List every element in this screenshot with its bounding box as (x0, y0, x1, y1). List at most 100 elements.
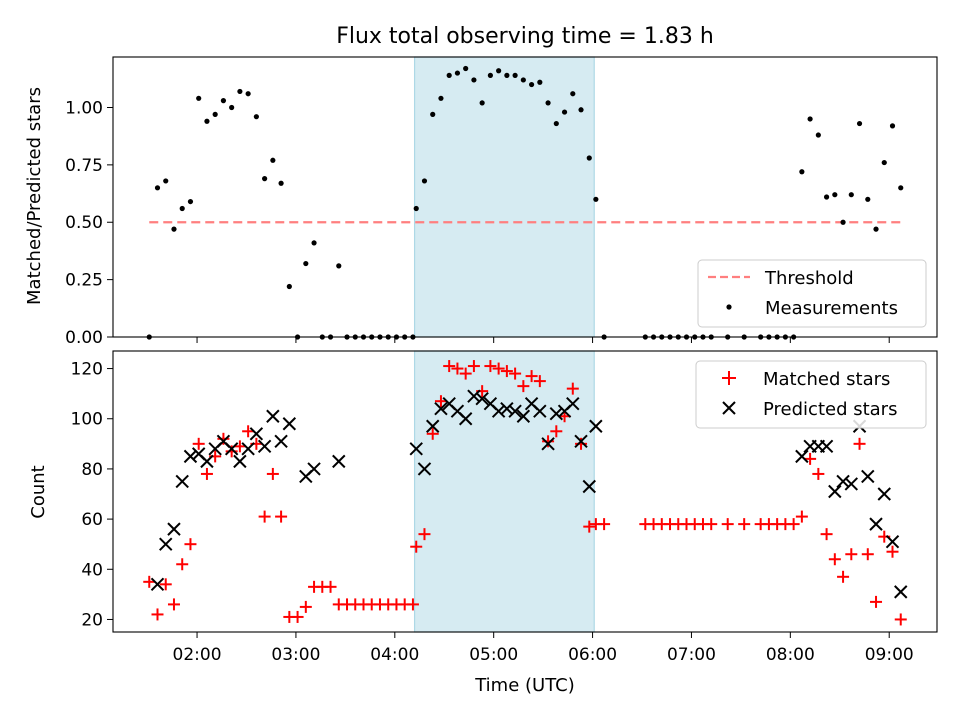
predicted-star-point (175, 474, 189, 489)
measurement-point (336, 263, 342, 269)
predicted-star-point (844, 477, 859, 491)
measurement-point (163, 178, 169, 184)
matched-star-point (406, 598, 419, 611)
top-y-axis-label: Matched/Predicted stars (24, 87, 45, 305)
measurement-point (545, 100, 551, 106)
predicted-star-point (877, 487, 891, 501)
predicted-star-point (475, 391, 489, 406)
matched-star-point (705, 518, 718, 531)
matched-star-point (837, 570, 850, 583)
measurement-point (278, 180, 284, 186)
matched-star-point (870, 595, 883, 608)
predicted-star-point (589, 419, 603, 433)
predicted-star-point (183, 449, 198, 464)
count-series (143, 360, 908, 626)
matched-star-point (192, 437, 205, 450)
measurement-point (454, 70, 461, 76)
predicted-star-point (533, 404, 547, 418)
matched-star-point (324, 580, 337, 593)
measurement-point (270, 157, 276, 163)
measurement-point (311, 240, 317, 246)
predicted-star-point (417, 462, 432, 476)
measurement-point (262, 176, 268, 182)
predicted-star-point (241, 442, 255, 456)
measurement-point (237, 88, 243, 95)
predicted-star-point (282, 417, 297, 431)
predicted-star-point (795, 449, 809, 464)
x-tick-label: 03:00 (271, 645, 320, 665)
measurement-point (856, 120, 863, 127)
y-tick-label: 120 (71, 360, 103, 380)
predicted-star-point (200, 454, 214, 469)
matched-star-point (886, 545, 899, 558)
measurement-point (889, 123, 896, 129)
matched-star-point (500, 365, 513, 378)
measurement-point (807, 116, 813, 122)
x-tick-label: 04:00 (370, 645, 419, 665)
matched-star-point (434, 395, 447, 408)
measurement-point (303, 260, 309, 267)
matched-star-point (845, 548, 858, 561)
measurement-point (512, 72, 518, 78)
x-axis-label: Time (UTC) (474, 675, 575, 696)
observing-window-top (413, 56, 595, 338)
y-tick-label: 60 (81, 510, 103, 530)
matched-star-point (258, 510, 271, 523)
predicted-star-point (491, 404, 506, 418)
measurement-point (212, 111, 218, 117)
predicted-star-point (861, 469, 875, 484)
x-tick-label: 06:00 (568, 645, 617, 665)
measurement-point (413, 205, 419, 212)
matched-star-point (167, 598, 180, 611)
measurement-point (840, 219, 846, 225)
measurement-point (229, 104, 235, 111)
matched-star-point (517, 380, 530, 393)
matched-star-point (484, 360, 497, 373)
matched-star-point (812, 467, 825, 480)
matched-star-point (459, 367, 472, 380)
matched-star-point (275, 510, 288, 523)
measurement-point (471, 77, 477, 83)
x-tick-label: 07:00 (667, 645, 716, 665)
matched-star-point (820, 528, 833, 541)
measurement-point (537, 79, 543, 85)
matched-star-point (861, 548, 874, 561)
measurement-point (520, 77, 526, 83)
predicted-star-point (549, 407, 564, 421)
y-tick-label: 0.75 (65, 156, 103, 176)
predicted-star-point (836, 474, 850, 489)
predicted-star-point (150, 577, 165, 592)
measurement-point (187, 198, 194, 205)
matched-star-point (291, 610, 304, 623)
measurement-point (815, 132, 821, 138)
matched-star-point (533, 375, 546, 388)
measurement-point (823, 194, 830, 200)
measurement-point (799, 169, 805, 175)
y-tick-label: 80 (81, 460, 103, 480)
predicted-star-point (434, 401, 448, 416)
matched-star-point (151, 608, 164, 621)
predicted-star-point (167, 522, 181, 536)
predicted-star-point (274, 434, 288, 449)
measurement-point (553, 120, 559, 127)
measurement-point (446, 72, 452, 78)
predicted-star-point (458, 412, 473, 426)
measurement-point (479, 100, 485, 106)
measurement-point (898, 185, 904, 191)
measurement-point (253, 114, 259, 120)
measurement-point (832, 192, 838, 198)
legend-measurements-swatch (726, 304, 732, 310)
measurement-point (179, 205, 185, 212)
legend-predicted-label: Predicted stars (763, 399, 897, 420)
matched-star-point (143, 575, 156, 588)
measurement-point (496, 68, 502, 74)
predicted-star-point (233, 454, 247, 469)
matched-star-point (550, 425, 563, 438)
measurement-point (487, 72, 493, 78)
predicted-star-point (426, 419, 440, 433)
matched-star-point (575, 437, 588, 450)
y-tick-label: 1.00 (65, 98, 103, 118)
measurement-point (245, 91, 251, 97)
matched-star-point (583, 520, 596, 533)
